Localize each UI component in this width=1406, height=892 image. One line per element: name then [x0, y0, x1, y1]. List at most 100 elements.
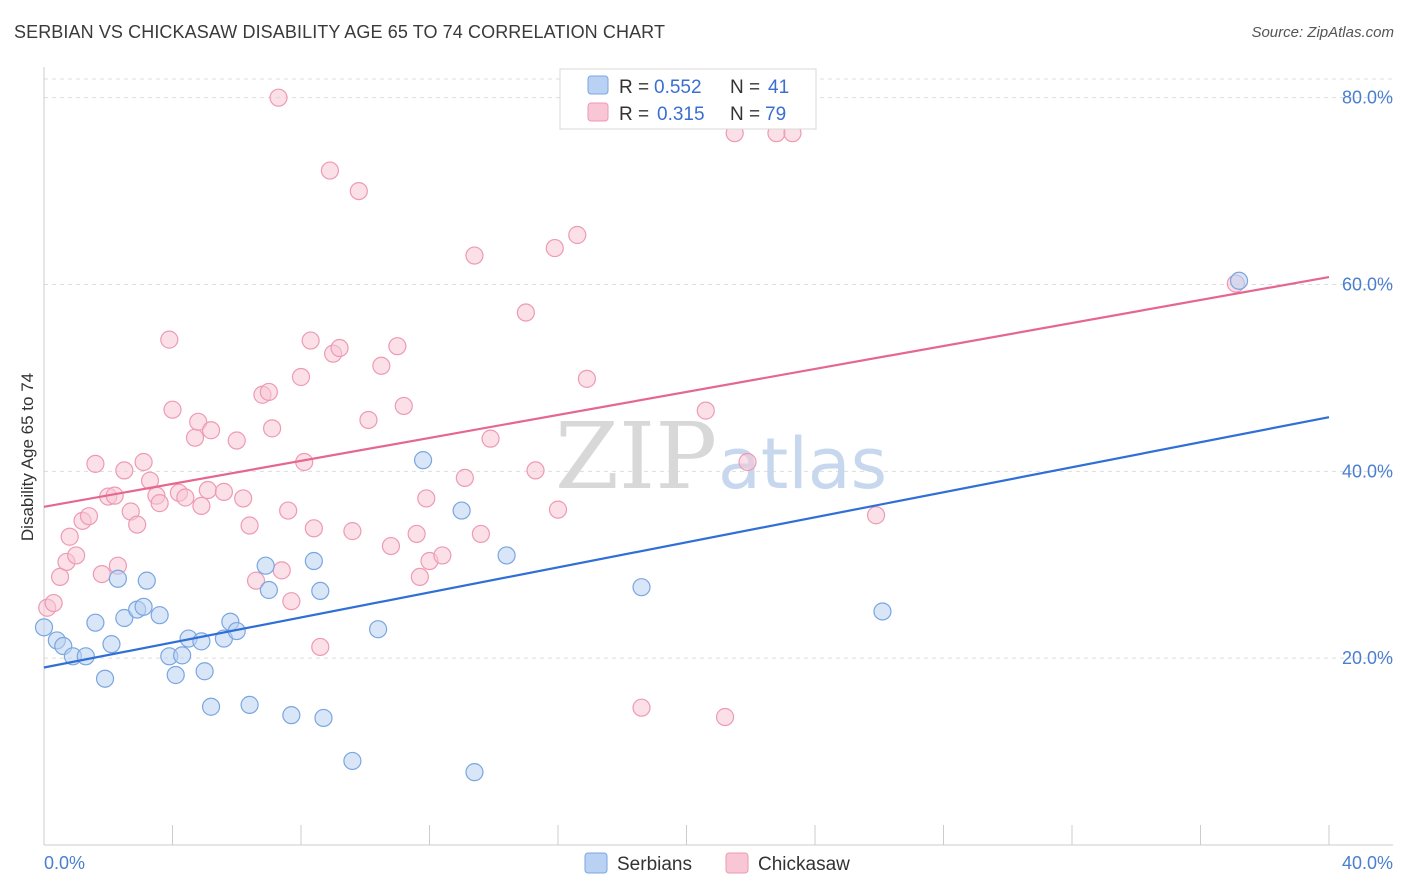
chickasaw-point: [279, 501, 298, 520]
top-legend: R = 0.552 N = 41 R = 0.315 N = 79: [559, 68, 817, 130]
chickasaw-point: [433, 546, 452, 565]
chickasaw-point: [150, 494, 169, 513]
y-tick-label: 40.0%: [1342, 461, 1393, 481]
chickasaw-point: [304, 519, 323, 538]
chickasaw-point: [388, 337, 407, 356]
bottom-legend-swatch-serbians: [584, 852, 608, 874]
chickasaw-point: [92, 564, 111, 584]
bottom-legend-label-serbians: Serbians: [617, 854, 692, 875]
serbians-point: [240, 695, 259, 714]
chickasaw-point: [866, 506, 886, 525]
chickasaw-point: [134, 452, 153, 472]
source-label: Source: ZipAtlas.com: [1251, 24, 1394, 41]
legend-n-value-1: 41: [768, 77, 789, 98]
serbians-point: [282, 706, 301, 725]
chickasaw-point: [272, 561, 291, 580]
x-tick-label-max: 40.0%: [1342, 853, 1393, 873]
y-tick-label: 20.0%: [1342, 648, 1393, 668]
legend-swatch-chickasaw: [587, 102, 609, 122]
chickasaw-point: [67, 546, 86, 565]
chickasaw-point: [410, 567, 429, 587]
serbians-point: [304, 551, 323, 571]
serbians-point: [465, 763, 484, 782]
serbians-point: [413, 451, 433, 470]
legend-n-label-2: N =: [730, 104, 760, 125]
serbians-point: [137, 571, 156, 590]
watermark-zip: ZIP: [555, 403, 717, 510]
serbians-trendline: [43, 416, 1330, 669]
serbians-point: [873, 602, 892, 621]
chickasaw-point: [282, 592, 301, 611]
chickasaw-point: [696, 401, 715, 420]
serbians-point: [256, 556, 275, 575]
serbians-point: [1229, 271, 1249, 290]
chickasaw-point: [50, 567, 70, 587]
chickasaw-point: [192, 496, 211, 516]
chickasaw-point: [372, 356, 391, 375]
y-tick-labels: 20.0% 40.0% 60.0% 80.0%: [1342, 88, 1393, 668]
chickasaw-point: [262, 419, 282, 438]
chickasaw-points: [38, 88, 1245, 727]
y-tick-label: 60.0%: [1342, 275, 1393, 295]
serbians-point: [76, 647, 95, 666]
chickasaw-point: [189, 412, 208, 431]
chickasaw-point: [394, 396, 413, 416]
chickasaw-point: [198, 480, 217, 500]
chickasaw-point: [545, 238, 564, 258]
serbians-point: [343, 751, 362, 771]
chickasaw-point: [417, 489, 436, 508]
serbians-point: [86, 613, 105, 632]
chickasaw-point: [381, 536, 401, 556]
serbians-point: [134, 597, 153, 616]
serbians-point: [632, 578, 651, 597]
serbians-point: [173, 646, 192, 665]
legend-r-value-2: 0.315: [657, 104, 705, 125]
chickasaw-trendline: [43, 275, 1330, 508]
serbians-point: [150, 606, 169, 625]
chickasaw-point: [160, 330, 179, 349]
serbians-point: [115, 608, 134, 628]
legend-r-value-1: 0.552: [654, 77, 702, 98]
chickasaw-point: [86, 454, 105, 473]
axes: [43, 67, 1393, 846]
serbians-point: [34, 618, 54, 637]
serbians-point: [108, 569, 127, 588]
y-axis-label: Disability Age 65 to 74: [18, 373, 37, 541]
x-tick-label-min: 0.0%: [44, 853, 85, 873]
serbians-point: [452, 501, 471, 520]
chickasaw-point: [214, 482, 233, 501]
trendlines: [43, 275, 1330, 669]
chickasaw-point: [465, 246, 484, 265]
chickasaw-point: [343, 522, 362, 541]
serbians-point: [95, 669, 115, 688]
chickasaw-point: [320, 161, 340, 180]
chickasaw-point: [291, 367, 311, 387]
chickasaw-point: [455, 468, 474, 487]
serbians-point: [311, 581, 330, 601]
legend-r-label-1: R =: [619, 77, 649, 98]
chickasaw-point: [79, 507, 99, 526]
chickasaw-point: [471, 524, 490, 544]
bottom-legend-swatch-chickasaw: [725, 852, 749, 874]
chickasaw-point: [259, 382, 278, 402]
chickasaw-point: [311, 637, 330, 657]
chickasaw-point: [407, 524, 426, 544]
chickasaw-point: [301, 331, 320, 350]
chickasaw-point: [269, 88, 288, 107]
chickasaw-point: [234, 489, 253, 508]
chickasaw-point: [481, 429, 500, 448]
chickasaw-point: [548, 500, 568, 519]
bottom-legend: Serbians Chickasaw: [584, 852, 850, 875]
grid-lines: [44, 78, 1393, 659]
chickasaw-point: [359, 410, 378, 430]
bottom-legend-label-chickasaw: Chickasaw: [758, 854, 850, 875]
serbians-point: [102, 635, 121, 654]
chickasaw-point: [738, 452, 757, 472]
legend-n-label-1: N =: [730, 77, 760, 98]
chickasaw-point: [44, 593, 63, 613]
watermark: ZIP atlas: [555, 403, 887, 510]
chickasaw-point: [201, 421, 221, 440]
chickasaw-point: [516, 303, 535, 322]
chickasaw-point: [526, 461, 545, 480]
